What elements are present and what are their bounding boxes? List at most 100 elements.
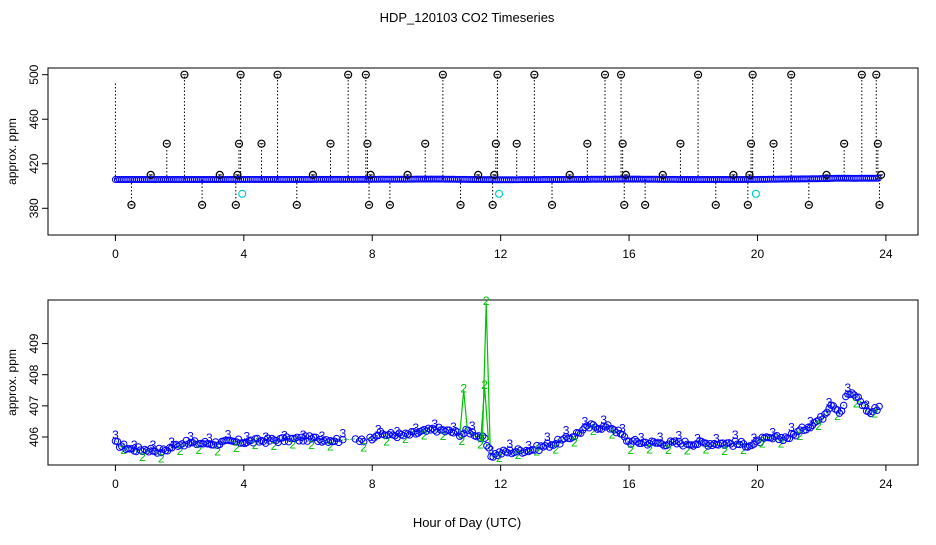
data-point [689,442,698,450]
data-point [545,443,554,451]
data-point [297,433,305,442]
series-2-label: 2 [797,429,804,443]
x-tick-label: 8 [369,477,376,491]
data-point [773,432,781,440]
outlier-point [873,139,882,148]
series-3-label: 3 [244,429,251,443]
data-point [589,421,597,429]
data-point [433,428,441,436]
data-point [821,410,829,418]
series-3-label: 3 [713,432,720,446]
series-2-label: 2 [534,445,541,459]
data-point [280,437,289,445]
outlier-point [421,139,430,148]
data-point [261,439,270,447]
data-point [176,441,184,449]
x-tick-label: 12 [494,477,508,491]
outlier-point [658,170,667,179]
data-point [737,437,746,446]
outlier-point [875,200,884,210]
outlier-point [840,139,849,148]
data-point [817,412,825,421]
series-3-label: 3 [619,422,626,436]
data-point [120,440,128,448]
series-2-label: 2 [759,436,766,450]
series-2-label: 2 [477,437,484,451]
outlier-point [361,70,370,79]
data-point [272,436,280,445]
series-2-label: 2 [458,434,465,448]
series-2-label: 2 [214,444,221,458]
outlier-point [474,170,483,179]
series-3-label: 3 [600,413,607,427]
y-tick-label: 380 [27,198,41,218]
outlier-point [162,139,171,148]
series-2-label: 2 [815,419,822,433]
series-2-label: 2 [872,407,879,421]
series-2-label: 2 [552,443,559,457]
y-tick-label: 406 [27,427,41,447]
data-point [556,440,564,448]
series-3-label: 3 [769,426,776,440]
outlier-point [787,70,796,79]
outlier-point [257,139,266,148]
data-point [823,408,831,417]
series-2-label: 2 [402,432,409,446]
series-2-label: 2 [196,443,203,457]
outlier-point [488,200,497,210]
x-tick-label: 16 [622,247,636,261]
series-3-label: 3 [413,421,420,435]
series-2-label: 2 [665,443,672,457]
outlier-point [748,70,757,79]
outlier-point [292,200,301,210]
outlier-point [804,200,813,210]
data-point [566,434,575,443]
outlier-point [822,170,831,179]
outlier-point [236,70,245,79]
data-point [856,397,865,406]
cyan-point [494,189,504,198]
data-point [485,444,493,452]
series-2-label: 2 [289,437,296,451]
spike-label: 2 [481,378,488,392]
data-point [531,446,539,454]
x-tick-label: 0 [112,477,119,491]
series-3-label: 3 [112,428,119,442]
y-axis-label: approx. ppm [5,349,19,416]
series-2-label: 2 [571,436,578,450]
y-tick-label: 420 [27,153,41,173]
outlier-point [363,139,372,148]
series-3-label: 3 [807,415,814,429]
outlier-point [547,200,557,210]
spike-trace [480,387,490,441]
data-point [299,437,307,445]
outlier-point [308,170,317,179]
data-point [643,441,652,449]
data-point [629,437,637,445]
data-point [483,442,491,450]
outlier-point [512,139,521,148]
data-point [848,389,856,397]
series-3-label: 3 [206,431,213,445]
data-point [449,429,458,437]
series-2-label: 2 [252,438,259,452]
spike-label: 2 [483,294,490,308]
data-point [570,432,579,441]
plot-frame [47,299,919,466]
outlier-point [729,170,738,179]
series-3-label: 3 [788,421,795,435]
series-3-label: 3 [582,414,589,428]
cyan-point [751,189,760,198]
data-point [618,430,627,439]
outlier-point [490,170,499,179]
series-2-label: 2 [703,442,710,456]
data-point [875,402,883,411]
series-3-label: 3 [525,439,532,453]
y-tick-label: 407 [27,396,41,416]
data-point [846,390,854,399]
x-tick-label: 24 [879,247,893,261]
series-3-label: 3 [488,444,495,458]
series-3-label: 3 [300,428,307,442]
outlier-point [616,70,626,79]
